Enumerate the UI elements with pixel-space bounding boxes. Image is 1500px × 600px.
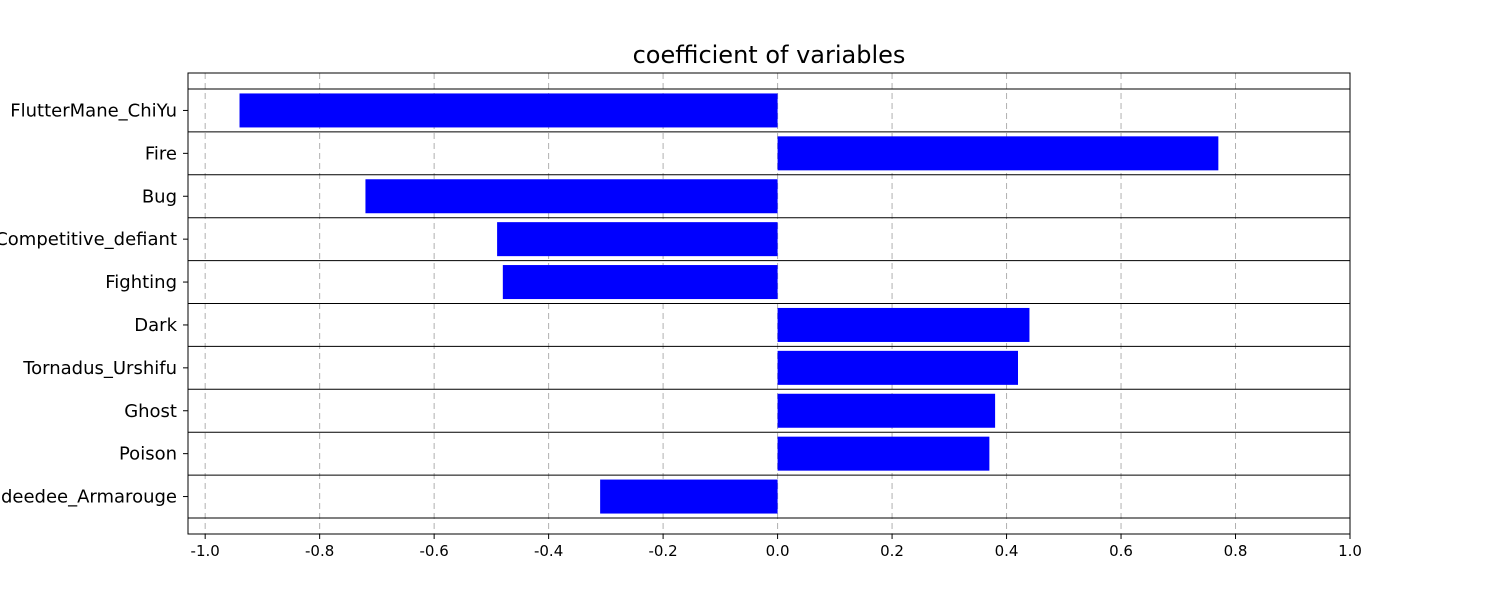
y-tick-label: Tornadus_Urshifu	[22, 358, 177, 379]
y-tick-label: Fighting	[105, 272, 177, 293]
y-tick-label: Bug	[142, 186, 177, 207]
plot-frame	[187, 72, 1351, 535]
x-tick-label: 0.0	[766, 542, 790, 560]
bar	[600, 479, 778, 514]
y-tick-label: Poison	[119, 444, 177, 465]
x-tick-label: 0.2	[880, 542, 904, 560]
bar	[777, 136, 1219, 171]
x-tick-label: 0.8	[1224, 542, 1248, 560]
y-tick-label: Ghost	[124, 401, 177, 422]
y-tick-label: Indeedee_Armarouge	[0, 487, 177, 508]
y-axis-labels: FlutterMane_ChiYu Fire Bug Competitive_defi…	[0, 100, 188, 508]
x-tick-label: -1.0	[191, 542, 220, 560]
bar	[239, 93, 778, 128]
x-tick-label: 0.6	[1109, 542, 1133, 560]
y-tick-label: FlutterMane_ChiYu	[10, 100, 177, 121]
x-tick-label: -0.8	[305, 542, 334, 560]
x-axis-ticks: -1.0 -0.8 -0.6 -0.4 -0.2 0.0 0.2 0.4 0.6 0.8 1.0	[191, 534, 1362, 560]
y-tick-label: Competitive_defiant	[0, 229, 177, 250]
bar	[777, 350, 1018, 385]
bar	[777, 436, 990, 471]
x-tick-label: 1.0	[1338, 542, 1362, 560]
bars	[239, 93, 1219, 514]
bar	[365, 179, 778, 214]
y-tick-label: Dark	[134, 315, 177, 336]
x-tick-label: -0.6	[419, 542, 448, 560]
bar	[497, 222, 778, 257]
x-tick-label: 0.4	[995, 542, 1019, 560]
bar	[502, 265, 778, 300]
chart-title: coefficient of variables	[633, 41, 906, 69]
bar	[777, 307, 1030, 342]
y-tick-label: Fire	[145, 143, 177, 164]
bar	[777, 393, 996, 428]
x-tick-label: -0.2	[648, 542, 677, 560]
row-separators	[188, 88, 1350, 519]
x-tick-label: -0.4	[534, 542, 563, 560]
